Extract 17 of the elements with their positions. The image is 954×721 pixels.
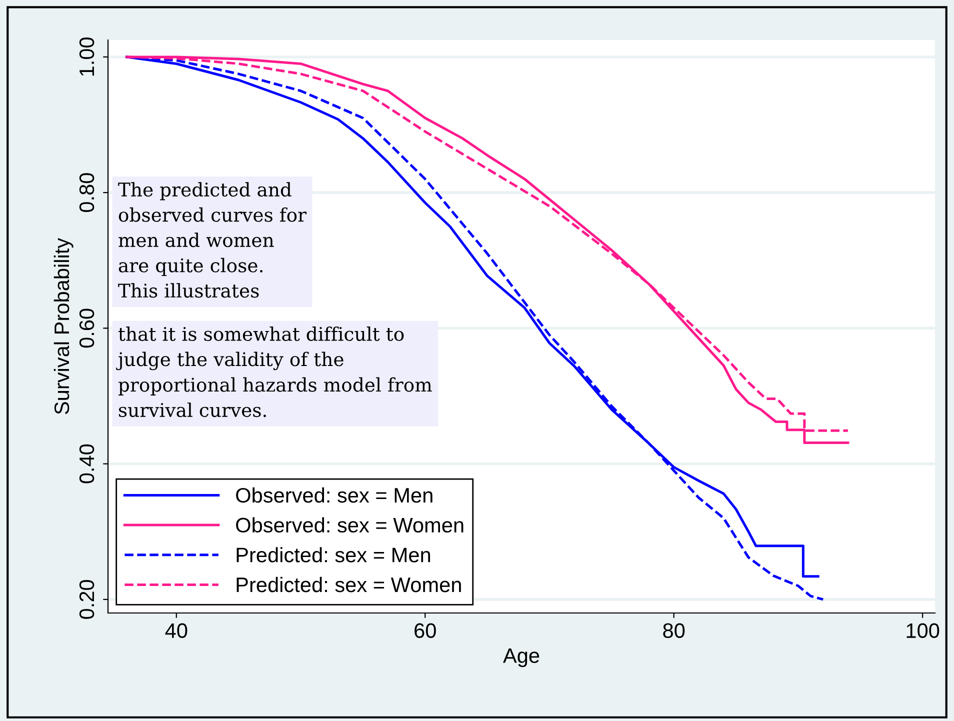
y-tick-label: 0.40 [79, 444, 94, 484]
x-axis-title: Age [503, 648, 540, 668]
y-tick-label: 0.60 [79, 308, 94, 348]
y-tick-label: 0.20 [79, 580, 94, 619]
y-tick-label: 1.00 [79, 37, 94, 76]
x-tick-label: 80 [663, 623, 685, 638]
legend-label: Predicted: sex = Men [236, 547, 430, 562]
x-tick-label: 60 [414, 623, 436, 638]
x-tick-label: 40 [165, 623, 188, 638]
x-tick-label: 100 [906, 623, 940, 638]
legend-label: Observed: sex = Women [236, 517, 464, 533]
legend-label: Predicted: sex = Women [236, 576, 461, 592]
y-tick-label: 0.80 [79, 173, 94, 212]
legend-label: Observed: sex = Men [236, 487, 432, 503]
annotation: The predicted and observed curves for men and women are quite close. This illustrates [118, 182, 307, 298]
y-axis-title: Survival Probability [54, 238, 74, 414]
annotation: that it is somewhat difficult to judge the validity of the proportional hazards model from survival curves. [116, 326, 432, 418]
